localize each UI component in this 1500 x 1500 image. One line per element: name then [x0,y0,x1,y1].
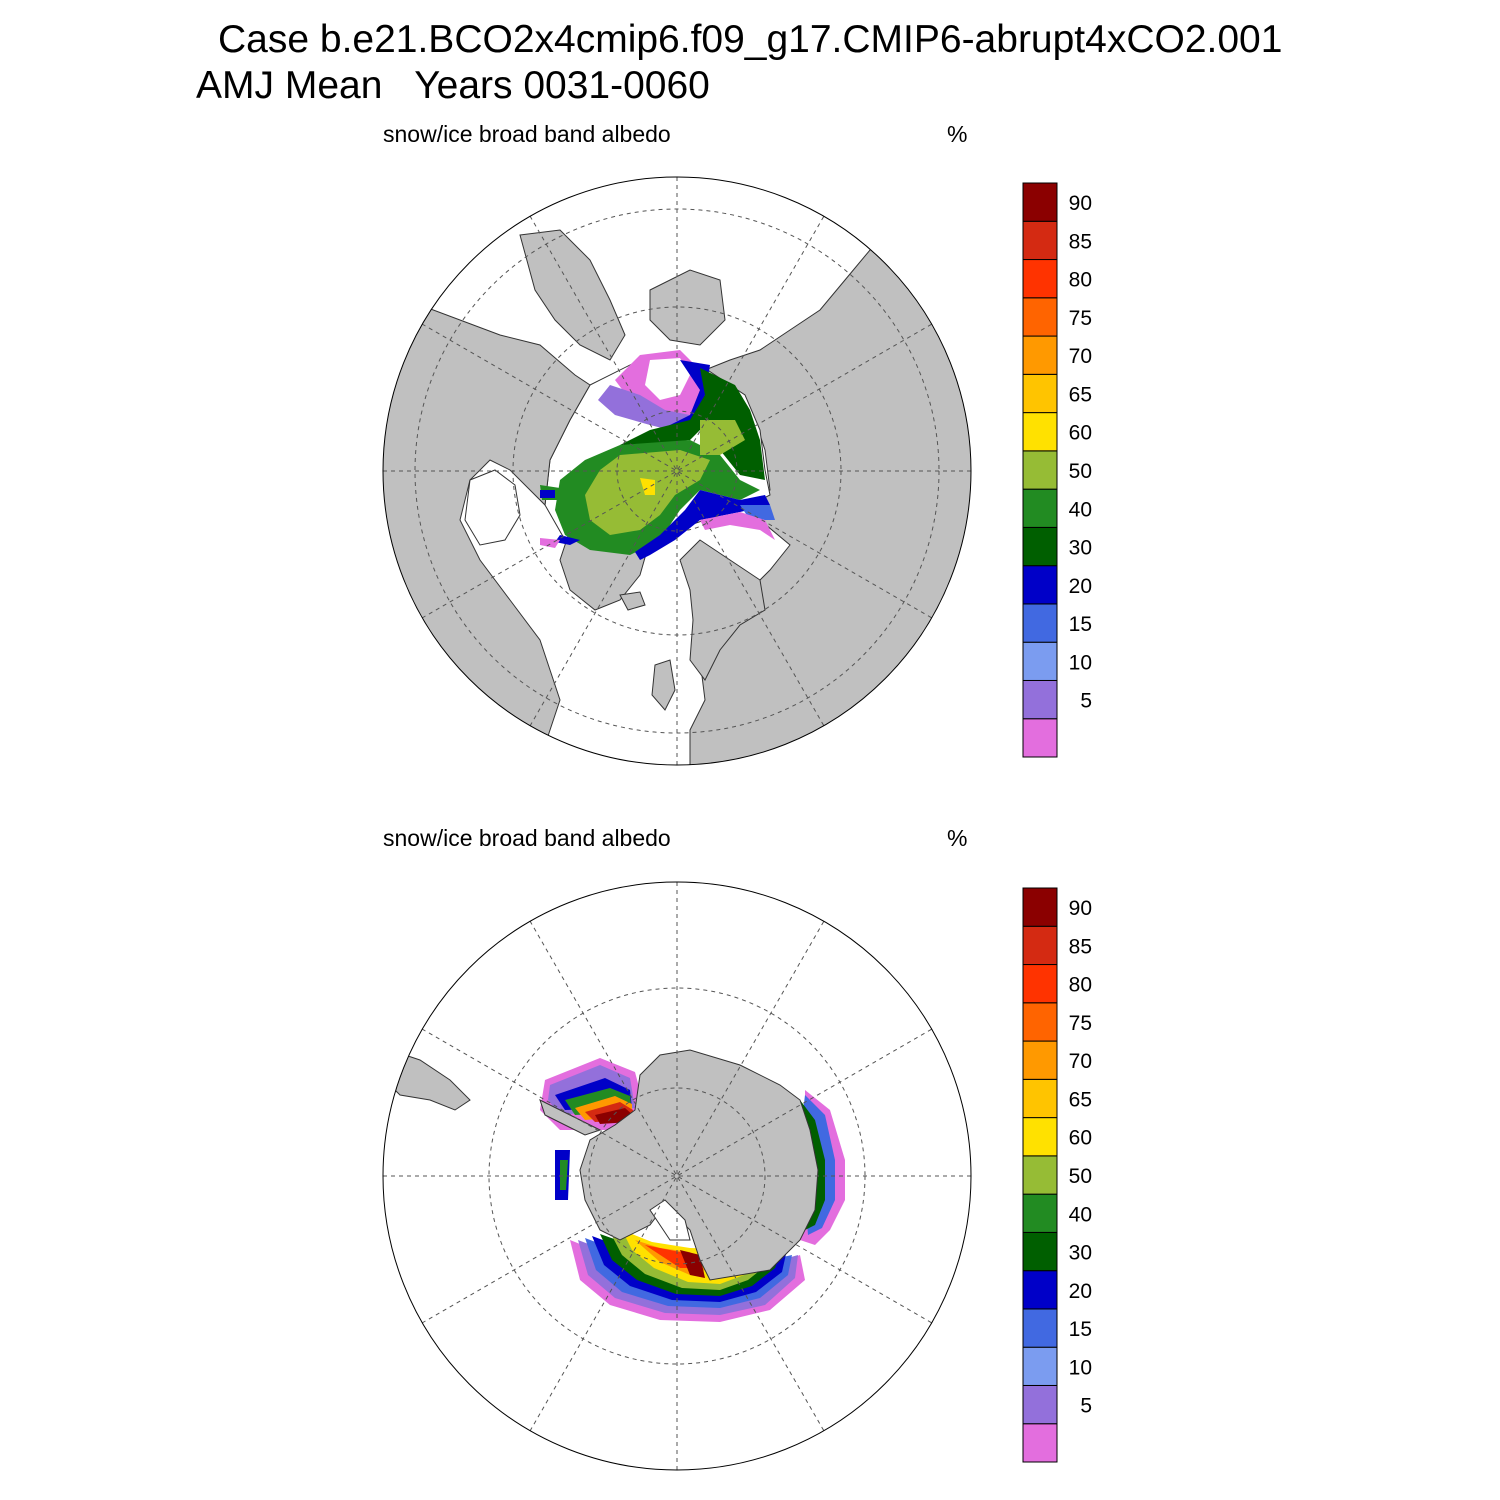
north-graticule [383,177,971,765]
north-colorbar-label: 70 [1069,345,1092,368]
north-colorbar-box [1022,412,1058,452]
north-colorbar-label: 5 [1080,690,1092,713]
south-colorbar-label: 75 [1069,1012,1092,1035]
north-colorbar-label: 10 [1069,651,1092,674]
north-colorbar-box [1022,641,1058,681]
south-colorbar-box [1022,1078,1058,1119]
south-colorbar-label: 65 [1069,1088,1092,1111]
north-colorbar-label: 75 [1069,307,1092,330]
north-colorbar-box [1022,679,1058,720]
north-colorbar-box [1022,335,1058,375]
north-colorbar-box [1022,526,1058,567]
south-colorbar-box [1022,1117,1058,1157]
south-colorbar: 5 10 15 20 30 40 50 60 65 70 75 80 85 90 [1022,887,1092,1463]
south-colorbar-box [1022,925,1058,966]
north-colorbar-box [1022,603,1058,643]
north-colorbar: 5 10 15 20 30 40 50 60 65 70 75 80 85 90 [1022,182,1092,758]
south-colorbar-label: 40 [1069,1203,1092,1226]
south-graticule [383,882,971,1470]
north-colorbar-label: 50 [1069,460,1092,483]
north-colorbar-label: 60 [1069,422,1092,445]
south-colorbar-label: 85 [1069,935,1092,958]
south-colorbar-box [1022,1040,1058,1080]
north-colorbar-box [1022,297,1058,337]
south-panel-unit: % [947,825,968,851]
north-colorbar-label: 90 [1069,192,1092,215]
south-colorbar-box [1022,1193,1058,1233]
north-colorbar-box [1022,259,1058,299]
north-colorbar-label: 85 [1069,230,1092,253]
scandinavia-land [679,539,766,681]
south-colorbar-box [1022,1002,1058,1042]
north-colorbar-label: 80 [1069,269,1092,292]
chukotka-land [649,269,726,346]
south-colorbar-label: 50 [1069,1165,1092,1188]
south-colorbar-label: 80 [1069,974,1092,997]
south-colorbar-box [1022,1155,1058,1195]
north-colorbar-label: 65 [1069,383,1092,406]
hudson-bay [464,469,521,546]
alaska-land [519,229,626,361]
iceland-land [619,591,646,611]
uk-land [651,659,676,711]
season-label: AMJ Mean [196,64,383,107]
figure-subtitle: AMJ Mean Years 0031-0060 [196,64,710,108]
north-colorbar-label: 20 [1069,575,1092,598]
south-colorbar-label: 20 [1069,1280,1092,1303]
north-colorbar-box [1022,488,1058,528]
north-colorbar-label: 40 [1069,498,1092,521]
north-colorbar-box [1022,373,1058,414]
south-colorbar-label: 5 [1080,1395,1092,1418]
antarctica-land [579,1049,819,1281]
north-polar-map [383,177,971,765]
south-colorbar-box [1022,1346,1058,1386]
south-polar-map [383,882,971,1470]
north-colorbar-label: 15 [1069,613,1092,636]
north-colorbar-box [1022,220,1058,261]
north-colorbar-label: 30 [1069,537,1092,560]
south-map-boundary [382,881,972,1471]
south-colorbar-label: 90 [1069,897,1092,920]
south-colorbar-box [1022,964,1058,1004]
north-colorbar-box [1022,565,1058,605]
south-colorbar-box [1022,1423,1058,1463]
south-colorbar-label: 60 [1069,1127,1092,1150]
north-colorbar-box [1022,182,1058,222]
north-colorbar-box [1022,450,1058,490]
north-panel-label: snow/ice broad band albedo [383,121,671,147]
south-colorbar-box [1022,1231,1058,1272]
years-label: Years 0031-0060 [414,64,710,107]
south-colorbar-label: 10 [1069,1356,1092,1379]
north-map-boundary [382,176,972,766]
south-colorbar-label: 15 [1069,1318,1092,1341]
south-colorbar-box [1022,1384,1058,1425]
south-panel-label: snow/ice broad band albedo [383,825,671,851]
south-colorbar-box [1022,887,1058,927]
figure-title: Case b.e21.BCO2x4cmip6.f09_g17.CMIP6-abr… [218,18,1283,61]
south-colorbar-box [1022,1270,1058,1310]
south-colorbar-label: 30 [1069,1242,1092,1265]
south-colorbar-box [1022,1308,1058,1348]
south-colorbar-label: 70 [1069,1050,1092,1073]
north-panel-unit: % [947,121,968,147]
north-colorbar-box [1022,718,1058,758]
